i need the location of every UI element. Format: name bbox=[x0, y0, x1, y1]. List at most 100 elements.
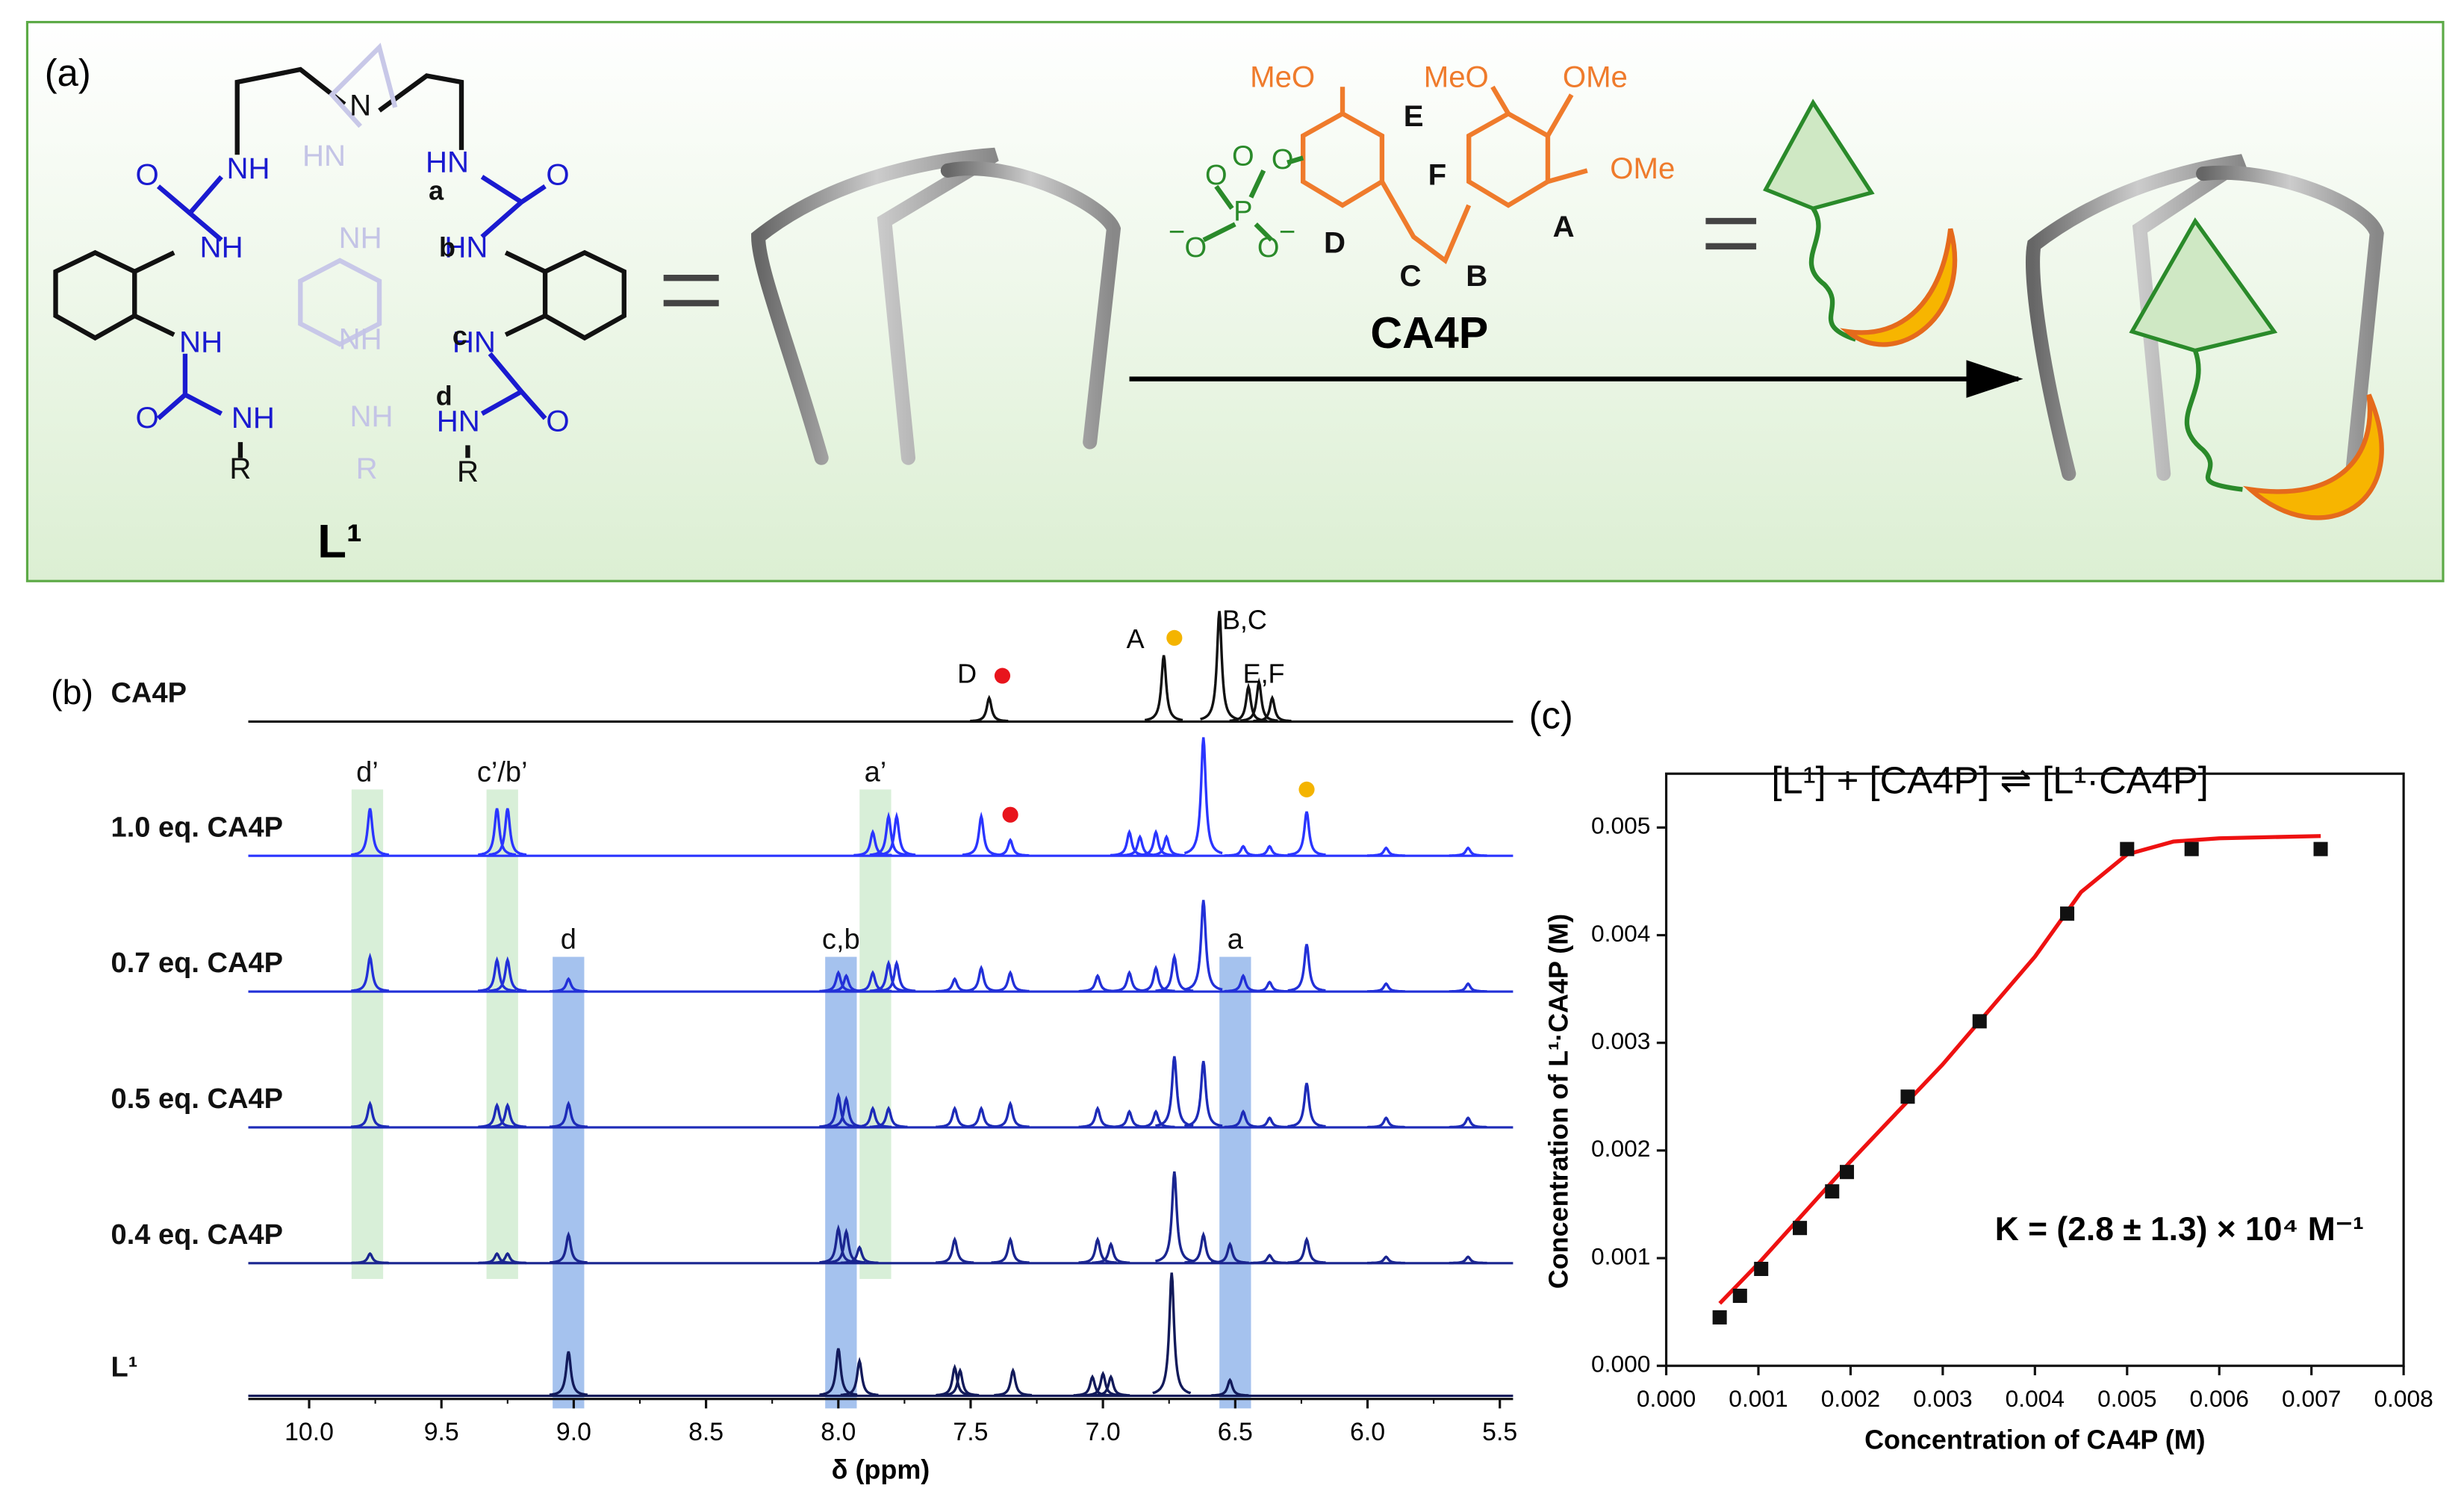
peak bbox=[1078, 1106, 1117, 1128]
guest-name: CA4P bbox=[1370, 308, 1488, 358]
guest-label: MeO bbox=[1250, 60, 1315, 93]
x-tick-label: 0.001 bbox=[1729, 1385, 1788, 1412]
peak bbox=[477, 956, 517, 992]
peak bbox=[991, 1236, 1030, 1264]
peak bbox=[478, 808, 516, 856]
peak bbox=[1250, 1116, 1289, 1129]
plot-frame bbox=[1664, 772, 2405, 1367]
peak bbox=[1147, 834, 1186, 857]
x-tick-label: 0.006 bbox=[2190, 1385, 2249, 1412]
phosphate-label: O bbox=[1257, 232, 1280, 264]
peak bbox=[1083, 1371, 1122, 1397]
peak bbox=[1287, 811, 1326, 856]
trace-label: L¹ bbox=[111, 1352, 138, 1384]
y-tick-label: 0.001 bbox=[1591, 1242, 1650, 1269]
panel-a-frame bbox=[25, 21, 2445, 582]
peak bbox=[827, 1227, 866, 1264]
guest-label: MeO bbox=[1424, 60, 1489, 93]
peak bbox=[869, 1106, 908, 1128]
peak bbox=[488, 1102, 527, 1128]
peak bbox=[1184, 900, 1223, 991]
proton-label: c bbox=[452, 320, 467, 351]
peak bbox=[351, 1251, 389, 1265]
y-tick-label: 0.002 bbox=[1591, 1135, 1650, 1162]
x-tick-label: 6.0 bbox=[1350, 1418, 1385, 1446]
peak-dot bbox=[1166, 629, 1183, 646]
data-point bbox=[1825, 1184, 1840, 1199]
peak-label: A bbox=[1127, 623, 1145, 654]
peak bbox=[991, 838, 1030, 857]
equals-signs bbox=[663, 217, 1757, 307]
peak bbox=[350, 1101, 390, 1128]
peak bbox=[935, 1236, 974, 1264]
peak bbox=[1152, 1272, 1192, 1395]
peak bbox=[1210, 1241, 1249, 1264]
atom-label: N bbox=[349, 88, 371, 122]
ligand-bonds bbox=[53, 43, 626, 458]
peak bbox=[1210, 1378, 1249, 1397]
y-tick-label: 0.003 bbox=[1591, 1027, 1650, 1054]
peak bbox=[936, 1106, 974, 1128]
peak bbox=[1367, 846, 1405, 857]
data-point bbox=[1732, 1289, 1747, 1304]
x-tick-label: 7.0 bbox=[1086, 1418, 1121, 1446]
peak bbox=[1155, 1171, 1194, 1263]
peak bbox=[488, 956, 527, 992]
peak bbox=[1184, 1231, 1223, 1264]
x-tick-label: 0.008 bbox=[2374, 1385, 2433, 1412]
peak bbox=[970, 694, 1009, 723]
data-point bbox=[2120, 841, 2135, 856]
peak bbox=[1078, 1236, 1117, 1264]
guest-label: F bbox=[1428, 158, 1447, 191]
peak bbox=[853, 1106, 892, 1128]
peak bbox=[478, 1102, 516, 1128]
atom-label: O bbox=[546, 158, 569, 191]
data-point bbox=[2060, 906, 2075, 921]
atom-label: HN bbox=[452, 326, 496, 359]
peak bbox=[549, 1351, 588, 1396]
peak bbox=[1287, 1236, 1326, 1264]
peak bbox=[819, 970, 858, 993]
peak bbox=[1092, 1374, 1130, 1397]
proton-label: b bbox=[439, 232, 455, 263]
peak bbox=[1449, 982, 1487, 993]
peak bbox=[840, 1357, 879, 1397]
x-tick-label: 5.5 bbox=[1482, 1418, 1517, 1446]
data-point bbox=[1900, 1089, 1915, 1104]
peak bbox=[1449, 846, 1487, 857]
peak-label: B,C bbox=[1222, 605, 1267, 635]
guest-label: B bbox=[1466, 259, 1487, 293]
atom-label: O bbox=[136, 158, 159, 191]
peak bbox=[1367, 1116, 1405, 1129]
atom-label: NH bbox=[339, 322, 382, 355]
peak bbox=[1250, 1254, 1289, 1265]
peak-dot bbox=[994, 667, 1011, 684]
guest-label: A bbox=[1553, 210, 1575, 243]
fit-annotation: K = (2.8 ± 1.3) × 10⁴ M⁻¹ bbox=[1995, 1211, 2364, 1248]
chart-title: [L¹] + [CA4P] ⇌ [L¹·CA4P] bbox=[1771, 759, 2208, 801]
peak bbox=[488, 1251, 527, 1265]
panel-label: (b) bbox=[51, 673, 93, 712]
peak bbox=[1250, 980, 1289, 993]
guest-label: C bbox=[1399, 259, 1421, 293]
atom-label: NH bbox=[349, 399, 393, 433]
peak bbox=[1110, 1109, 1148, 1129]
y-tick-label: 0.000 bbox=[1591, 1351, 1650, 1378]
panel-label: (a) bbox=[45, 52, 91, 94]
highlight-band bbox=[553, 956, 585, 1409]
x-tick-label: 0.003 bbox=[1913, 1385, 1972, 1412]
peak bbox=[877, 959, 916, 992]
data-point bbox=[1754, 1261, 1769, 1276]
x-tick-label: 0.007 bbox=[2282, 1385, 2341, 1412]
x-tick-label: 8.5 bbox=[688, 1418, 724, 1446]
ligand-name: L¹ bbox=[317, 515, 362, 567]
highlight-label: d’ bbox=[356, 756, 379, 788]
guest-label: OMe bbox=[1563, 60, 1628, 93]
trace-label: 0.4 eq. CA4P bbox=[111, 1219, 284, 1251]
x-tick-label: 9.5 bbox=[424, 1418, 459, 1446]
peak bbox=[962, 811, 1001, 856]
peak bbox=[1092, 1241, 1130, 1264]
peak bbox=[1144, 655, 1183, 722]
data-point bbox=[1712, 1310, 1727, 1325]
